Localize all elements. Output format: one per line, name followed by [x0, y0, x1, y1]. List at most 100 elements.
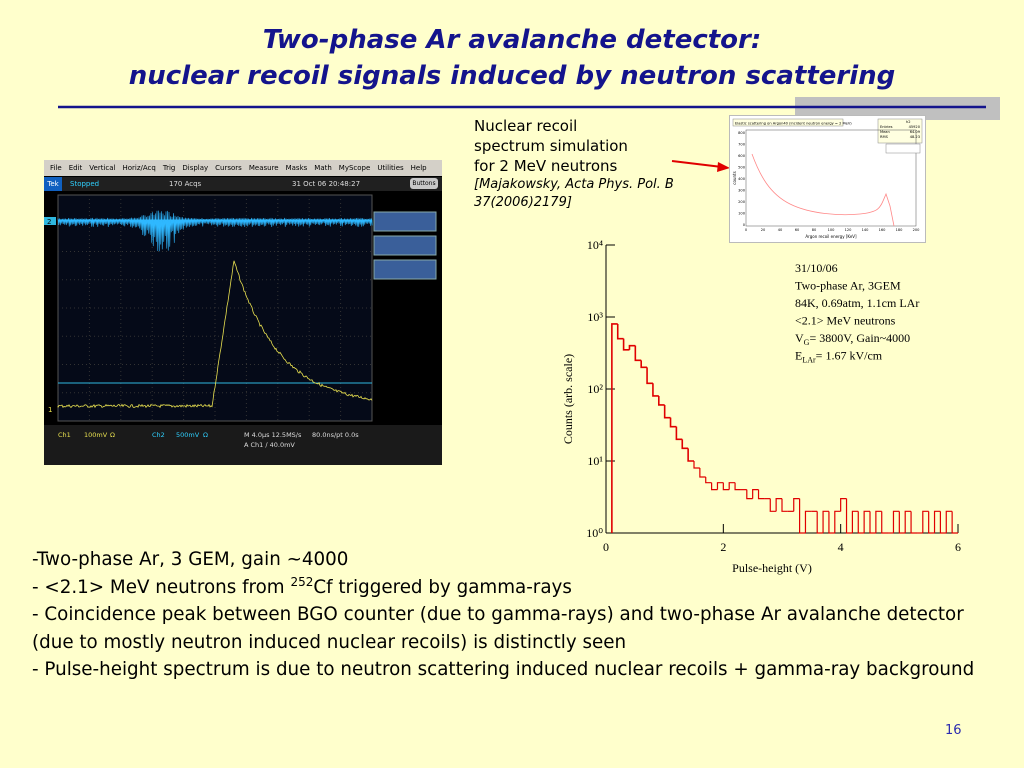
histogram-bin	[834, 510, 841, 533]
histogram-bin	[640, 360, 648, 369]
scope-ch1: Ch1	[58, 431, 71, 439]
ch2-marker-box	[44, 217, 56, 225]
sim-x-tick: 100	[828, 228, 836, 232]
ch2-trace	[57, 210, 373, 252]
ch2-marker: 2	[47, 218, 51, 226]
menu-item: Math	[314, 164, 332, 172]
histogram-bin	[681, 439, 689, 450]
scope-side-button	[373, 259, 437, 280]
title-line: Two-phase Ar avalanche detector:	[262, 25, 762, 55]
histogram-bin	[628, 344, 636, 350]
x-tick-label: 6	[955, 540, 961, 554]
caption-line: for 2 MeV neutrons	[474, 157, 618, 175]
x-tick-label: 2	[720, 540, 726, 554]
histogram-bin	[705, 476, 712, 484]
histogram-bin	[611, 323, 618, 533]
annotation-text: 84K, 0.69atm, 1.1cm LAr	[795, 296, 919, 310]
arrow	[671, 160, 730, 172]
scope-ch2-imp: Ω	[203, 431, 208, 439]
menu-item: MyScope	[338, 164, 371, 172]
scope-ch1-imp: Ω	[110, 431, 115, 439]
histogram-bin	[793, 498, 800, 512]
annotation: ELAr= 1.67 kV/cm	[795, 349, 883, 365]
y-tick-label: 10³	[587, 310, 603, 324]
histogram-bin	[804, 510, 812, 533]
histogram-bin	[945, 510, 953, 533]
bullet-text: - Coincidence peak between BGO counter (…	[32, 604, 964, 653]
sim-frame	[745, 129, 917, 227]
scope-state: Stopped	[70, 180, 100, 188]
sim-y-tick: 100	[738, 212, 746, 216]
scope-ch1-scale: 100mV	[84, 431, 108, 439]
sim-stat-value: 45920	[909, 125, 921, 129]
simulation-canvas: Elastic scattering on Argon40 (incident …	[732, 118, 923, 239]
histogram-bin	[898, 511, 906, 534]
histogram-bin	[658, 395, 665, 406]
bullet-text: - Pulse-height spectrum is due to neutro…	[32, 659, 975, 680]
y-axis-label: Counts (arb. scale)	[561, 354, 575, 444]
sim-stat-name: Entries	[880, 125, 893, 129]
bullet: - Coincidence peak between BGO counter (…	[32, 601, 1000, 656]
sim-x-tick: 120	[845, 228, 853, 232]
scope-brand: Tek	[44, 177, 62, 191]
histogram-bin	[669, 417, 677, 428]
page-number: 16	[945, 723, 962, 738]
scope-acqs: 170 Acqs	[169, 180, 202, 188]
sim-x-tick: 180	[896, 228, 904, 232]
histogram-bin	[769, 498, 777, 512]
histogram-bin	[757, 489, 765, 500]
sim-stat-name: RMS	[880, 135, 889, 139]
annotation-subscript: G	[804, 338, 810, 347]
histogram-chart: 10⁰ 10¹ 10² 10³ 10⁴ 0 2 4 6 Pulse-height (V) Count…	[561, 238, 961, 575]
histogram-bin	[711, 482, 718, 491]
sim-ylabel: counts	[732, 171, 737, 184]
sim-x-tick: 0	[745, 228, 748, 232]
histogram-bin	[746, 489, 753, 500]
x-tick-label: 4	[838, 540, 844, 554]
sim-x-tick: 160	[879, 228, 887, 232]
scope-side-button	[373, 235, 437, 256]
histogram-bin	[933, 510, 941, 533]
citation-line: 37(2006)2179]	[474, 195, 572, 210]
menu-item: Horiz/Acq	[122, 164, 156, 172]
sim-x-tick: 140	[862, 228, 870, 232]
scope-side-button	[373, 211, 437, 232]
histogram-bin	[716, 482, 724, 490]
ch1-marker: 1	[48, 406, 52, 414]
scope-screen: 2 1 Ch1 100mV Ω Ch2 500mV Ω M 4.0µs 12.5…	[44, 194, 442, 465]
sim-stat-value: 48.23	[910, 135, 920, 139]
menu-item: File	[50, 164, 62, 172]
slide-title: Two-phase Ar avalanche detector: nuclear…	[0, 22, 1024, 94]
bullet: - Pulse-height spectrum is due to neutro…	[32, 656, 1000, 684]
scope-ch2: Ch2	[152, 431, 165, 439]
histogram-bin	[687, 448, 694, 462]
histogram-bin	[616, 323, 624, 340]
histogram-bin	[904, 510, 912, 533]
bullet-text: - <2.1> MeV neutrons from	[32, 576, 291, 598]
title-line: nuclear recoil signals induced by neutro…	[128, 61, 896, 91]
annotation-text: = 1.67 kV/cm	[816, 349, 883, 363]
scope-sampling: 80.0ns/pt 0.0s	[312, 431, 359, 439]
annotation: VG= 3800V, Gain~4000	[795, 331, 910, 347]
scope-date: 31 Oct 06 20:48:27	[292, 180, 361, 188]
sim-legend	[885, 143, 921, 154]
menu-item: Vertical	[89, 164, 116, 172]
scope-menu: File Edit Vertical Horiz/Acq Trig Display Curs…	[44, 160, 442, 176]
histogram-bin	[939, 511, 947, 534]
histogram-bin	[634, 345, 642, 362]
histogram-bin	[652, 383, 659, 397]
sim-y-tick: 800	[738, 131, 746, 135]
bullet-superscript: 252	[290, 574, 314, 589]
ch1-trace	[57, 260, 373, 409]
histogram-bin	[816, 511, 824, 534]
sim-stats-name: h2	[906, 120, 911, 124]
histogram-bin	[951, 511, 958, 534]
menu-item: Masks	[285, 164, 308, 172]
sim-xlabel: Argon recoil energy [KeV]	[805, 234, 857, 239]
annotation: 84K, 0.69atm, 1.1cm LAr	[795, 296, 919, 310]
citation-line: [Majakowsky, Acta Phys. Pol. B	[474, 177, 674, 192]
annotation: <2.1> MeV neutrons	[795, 314, 896, 328]
annotation-text: Two-phase Ar, 3GEM	[795, 279, 901, 293]
histogram-bin	[734, 482, 741, 491]
sim-title-box	[732, 118, 844, 127]
